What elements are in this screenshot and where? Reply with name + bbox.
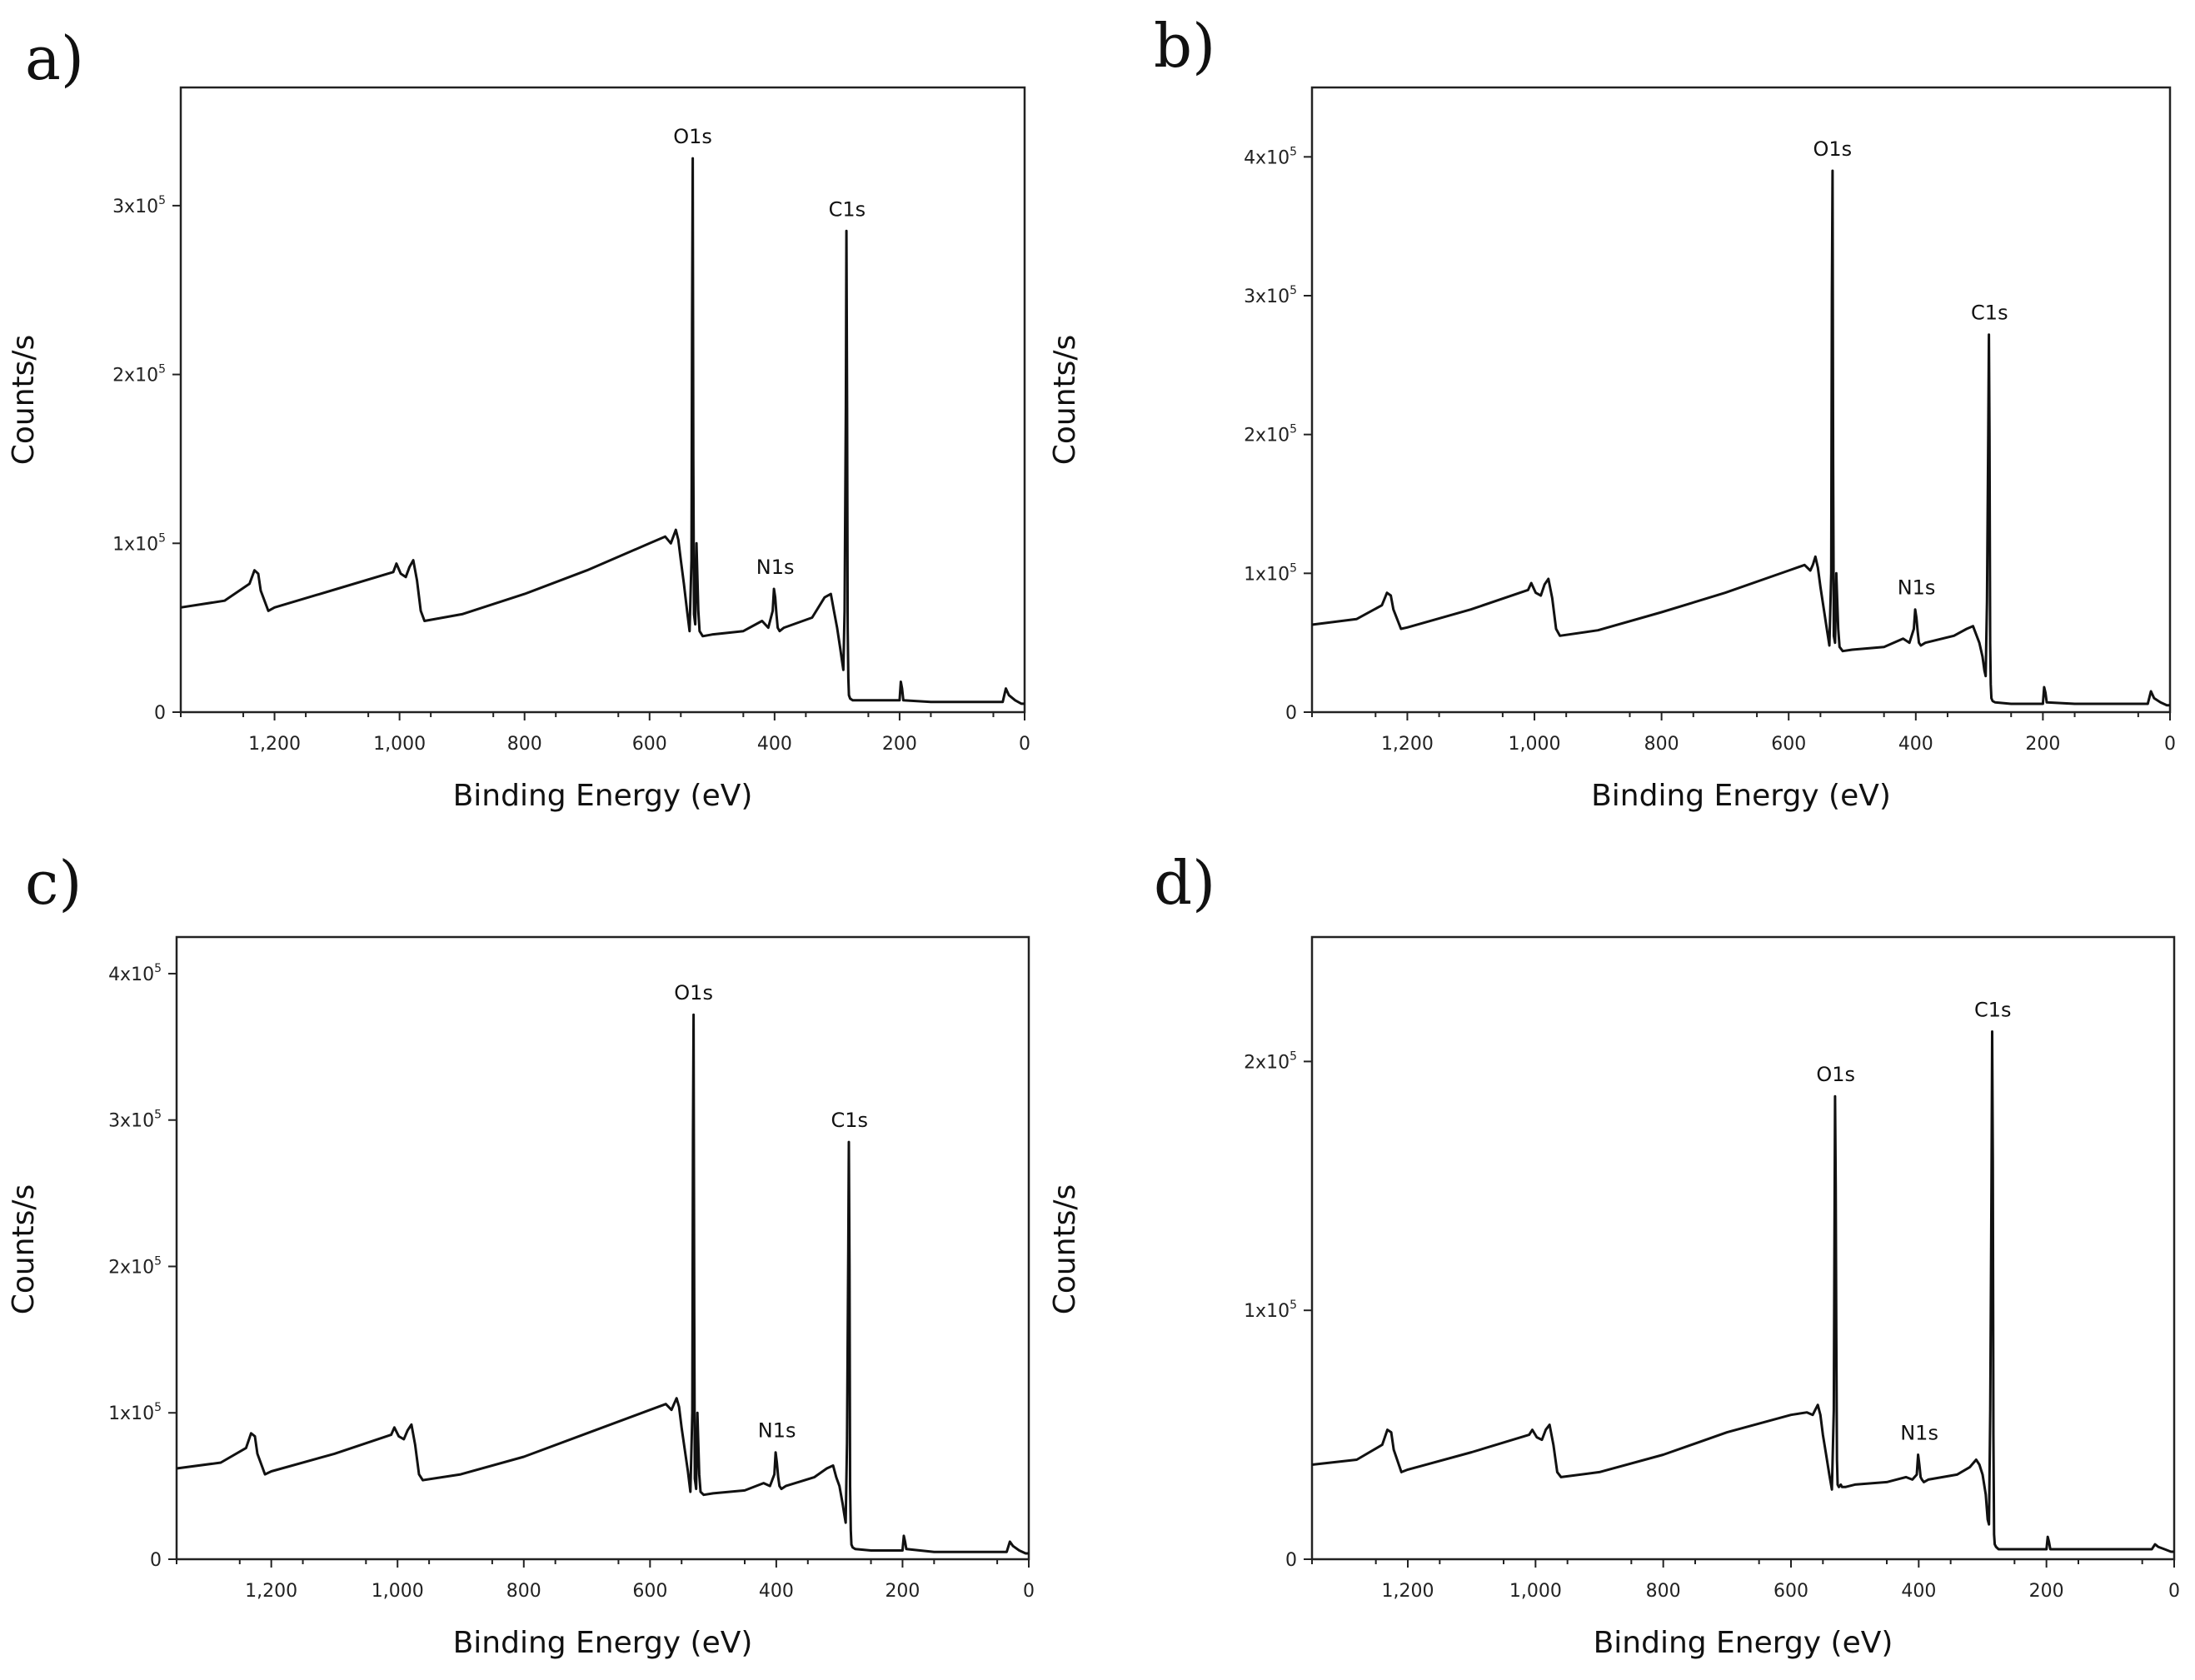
y-tick-label: 1x105 bbox=[1244, 1299, 1297, 1322]
peak-label-c1s: C1s bbox=[1971, 302, 2008, 325]
x-tick-label: 600 bbox=[632, 1581, 667, 1602]
chart-panel-c: c) 1,200 1,000 800 600 400 200 0 0 1x105 2x105 3x10… bbox=[7, 848, 1035, 1660]
spectrum-line bbox=[180, 157, 1025, 705]
peak-label-n1s: N1s bbox=[756, 556, 795, 579]
x-tick-label: 600 bbox=[1771, 734, 1806, 755]
panel-letter: b) bbox=[1154, 11, 1215, 81]
y-tick-label: 2x105 bbox=[1244, 1049, 1297, 1073]
x-tick-label: 1,000 bbox=[1509, 1581, 1562, 1602]
x-tick-label: 1,200 bbox=[248, 734, 301, 755]
x-tick-label: 1,200 bbox=[1382, 1581, 1434, 1602]
x-tick-label: 800 bbox=[1644, 734, 1679, 755]
peak-label-c1s: C1s bbox=[829, 197, 866, 221]
peak-label-n1s: N1s bbox=[758, 1419, 796, 1443]
x-axis-title: Binding Energy (eV) bbox=[1591, 779, 1891, 813]
x-tick-label: 400 bbox=[1901, 1581, 1936, 1602]
x-axis-title: Binding Energy (eV) bbox=[1594, 1626, 1893, 1660]
x-tick-label: 200 bbox=[882, 734, 917, 755]
x-axis-title: Binding Energy (eV) bbox=[453, 779, 753, 813]
x-tick-label: 200 bbox=[2025, 734, 2060, 755]
peak-label-n1s: N1s bbox=[1900, 1422, 1938, 1445]
x-tick-label: 400 bbox=[1898, 734, 1933, 755]
spectrum-line bbox=[1311, 1030, 2174, 1553]
x-tick-label: 800 bbox=[1646, 1581, 1681, 1602]
y-tick-label: 0 bbox=[150, 1550, 162, 1571]
chart-panel-a: a) 1,200 1,000 800 600 400 200 0 0 1x105 2x105 3x10… bbox=[7, 23, 1030, 813]
x-axis-title: Binding Energy (eV) bbox=[453, 1626, 753, 1660]
peak-label-c1s: C1s bbox=[831, 1109, 869, 1132]
x-tick-label: 400 bbox=[757, 734, 792, 755]
x-tick-label: 1,000 bbox=[1509, 734, 1561, 755]
x-tick-label: 600 bbox=[632, 734, 667, 755]
peak-label-o1s: O1s bbox=[674, 981, 713, 1005]
chart-panel-b: b) 1,200 1,000 800 600 400 200 0 0 1x105 2x105 3x10… bbox=[1048, 11, 2176, 813]
plot-frame bbox=[179, 86, 1026, 714]
y-tick-label: 3x105 bbox=[112, 194, 166, 217]
chart-panel-d: d) 1,200 1,000 800 600 400 200 0 0 1x105 2x105 Bind… bbox=[1048, 848, 2180, 1660]
y-axis-title: Counts/s bbox=[7, 1184, 41, 1315]
plot-frame bbox=[1310, 86, 2172, 714]
x-tick-label: 800 bbox=[506, 1581, 541, 1602]
y-tick-label: 3x105 bbox=[1244, 284, 1297, 307]
x-tick-label: 1,200 bbox=[1381, 734, 1434, 755]
y-axis-title: Counts/s bbox=[7, 335, 41, 466]
panel-letter: c) bbox=[25, 848, 82, 918]
plot-frame bbox=[1310, 935, 2176, 1561]
spectrum-line bbox=[1311, 169, 2170, 707]
y-tick-label: 1x105 bbox=[112, 531, 166, 555]
y-tick-label: 3x105 bbox=[108, 1109, 162, 1132]
y-tick-label: 0 bbox=[1285, 1550, 1297, 1571]
x-tick-label: 1,000 bbox=[373, 734, 426, 755]
y-axis-title: Counts/s bbox=[1048, 1184, 1082, 1315]
peak-label-o1s: O1s bbox=[673, 125, 712, 148]
x-tick-label: 0 bbox=[1023, 1581, 1035, 1602]
y-tick-label: 1x105 bbox=[1244, 561, 1297, 585]
y-tick-label: 1x105 bbox=[108, 1401, 162, 1424]
x-tick-label: 200 bbox=[885, 1581, 920, 1602]
y-axis-title: Counts/s bbox=[1048, 335, 1082, 466]
y-tick-label: 2x105 bbox=[108, 1254, 162, 1278]
x-tick-label: 400 bbox=[759, 1581, 794, 1602]
x-tick-label: 1,000 bbox=[372, 1581, 424, 1602]
peak-label-o1s: O1s bbox=[1816, 1063, 1855, 1086]
x-tick-label: 0 bbox=[2168, 1581, 2180, 1602]
peak-label-o1s: O1s bbox=[1813, 137, 1853, 161]
peak-label-c1s: C1s bbox=[1974, 999, 2012, 1022]
x-tick-label: 200 bbox=[2029, 1581, 2064, 1602]
y-tick-label: 2x105 bbox=[1244, 423, 1297, 446]
spectrum-line bbox=[176, 1013, 1029, 1555]
x-tick-label: 0 bbox=[1019, 734, 1030, 755]
x-tick-label: 800 bbox=[507, 734, 542, 755]
y-tick-label: 0 bbox=[154, 703, 166, 724]
y-tick-label: 0 bbox=[1285, 703, 1297, 724]
panel-letter: d) bbox=[1154, 848, 1215, 918]
y-tick-label: 2x105 bbox=[112, 363, 166, 386]
peak-label-n1s: N1s bbox=[1898, 576, 1936, 600]
y-tick-label: 4x105 bbox=[1244, 145, 1297, 168]
plot-frame bbox=[175, 935, 1030, 1561]
x-tick-label: 600 bbox=[1773, 1581, 1808, 1602]
y-tick-label: 4x105 bbox=[108, 962, 162, 985]
x-tick-label: 0 bbox=[2164, 734, 2176, 755]
x-tick-label: 1,200 bbox=[245, 1581, 297, 1602]
panel-letter: a) bbox=[25, 23, 84, 93]
